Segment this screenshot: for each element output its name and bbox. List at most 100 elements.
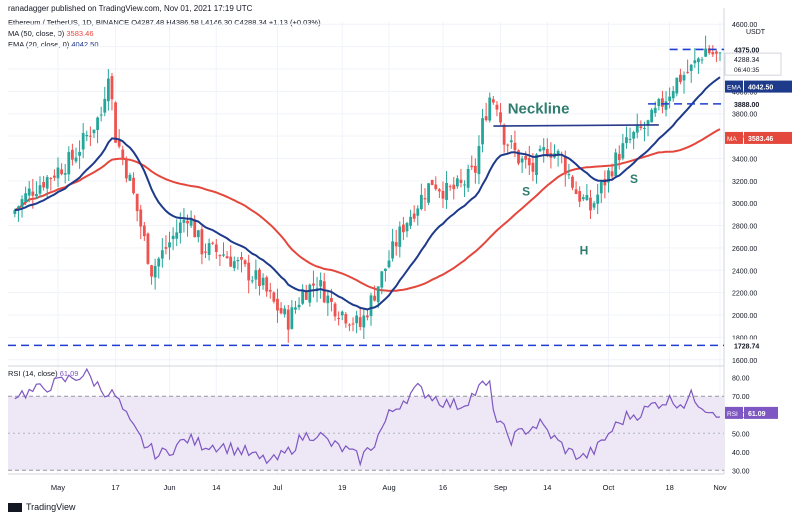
candle-body xyxy=(315,288,319,290)
candle-body xyxy=(671,91,675,99)
candle-body xyxy=(258,269,261,286)
time-tick-label: 18 xyxy=(665,483,673,492)
ma-tag: 3583.46 xyxy=(748,136,773,143)
candle-body xyxy=(70,149,74,160)
candle-body xyxy=(689,64,693,72)
candle-body xyxy=(463,184,466,186)
candle-body xyxy=(128,174,132,181)
candle-body xyxy=(290,307,294,329)
ma-legend[interactable]: MA (50, close, 0) 3583.46 xyxy=(8,29,94,38)
candle-body xyxy=(477,146,481,175)
candle-body xyxy=(225,256,229,259)
rsi-tag-prefix-bg xyxy=(725,406,743,419)
neckline-label: Neckline xyxy=(508,101,570,118)
candle-body xyxy=(423,198,427,200)
ma-tag-prefix: MA xyxy=(727,136,737,143)
left-shoulder-label: S xyxy=(522,184,530,198)
candle-body xyxy=(430,179,434,185)
candle-body xyxy=(340,311,344,316)
candle-body xyxy=(45,177,49,189)
candle-body xyxy=(38,185,42,194)
candle-body xyxy=(99,114,103,116)
candle-body xyxy=(545,149,549,156)
rsi-tick-label: 70.00 xyxy=(732,394,750,401)
time-tick-label: May xyxy=(51,483,65,492)
candle-body xyxy=(355,315,359,324)
price-tick-label: 2000.00 xyxy=(732,313,757,320)
candle-body xyxy=(103,98,107,113)
head-label: H xyxy=(580,244,589,258)
ma-tag-group: MA 3583.46 xyxy=(725,131,792,144)
candle-body xyxy=(247,262,251,281)
candle-body xyxy=(466,168,470,188)
candle-body xyxy=(369,295,373,317)
candle-body xyxy=(178,222,182,234)
candle-body xyxy=(121,149,125,159)
candle-body xyxy=(459,179,463,183)
price-tick-label: 3200.00 xyxy=(732,179,757,186)
candle-body xyxy=(211,242,215,244)
candle-body xyxy=(499,112,502,123)
support-tag: 1728.74 xyxy=(734,343,759,350)
candle-body xyxy=(344,314,348,324)
candle-body xyxy=(20,199,24,208)
resistance-tag-bg xyxy=(725,43,781,56)
candle-body xyxy=(333,303,337,317)
price-tick-label: 2400.00 xyxy=(732,268,757,275)
resistance-tag: 4375.00 xyxy=(734,47,759,54)
candle-body xyxy=(74,157,78,162)
candle-body xyxy=(563,156,567,175)
candle-body xyxy=(348,324,351,326)
ma-legend-label: MA (50, close, 0) xyxy=(8,29,65,38)
ema-legend[interactable]: EMA (20, close, 0) 4042.50 xyxy=(8,40,99,49)
candle-body xyxy=(657,99,661,107)
candle-body xyxy=(380,271,384,288)
candle-body xyxy=(527,158,531,166)
candle-body xyxy=(646,120,650,126)
rsi-legend[interactable]: RSI (14, close) 61.09 xyxy=(8,369,78,378)
candle-body xyxy=(189,219,193,226)
candle-body xyxy=(675,77,679,94)
candle-body xyxy=(419,194,423,210)
right-shoulder-label: S xyxy=(630,172,638,186)
tradingview-logo[interactable]: TradingView xyxy=(8,502,76,512)
price-tick-label: 4000.00 xyxy=(732,89,757,96)
candle-body xyxy=(387,260,391,268)
ma-tag-prefix-bg xyxy=(725,131,743,144)
candle-body xyxy=(661,98,664,107)
time-tick-label: Jul xyxy=(273,483,283,492)
ma-line-group xyxy=(14,128,721,292)
symbol-name: Ethereum / TetherUS, 1D, BINANCE xyxy=(8,18,130,27)
candle-body xyxy=(718,52,722,54)
neckline-tag-group: 3888.00 xyxy=(725,97,781,110)
candle-body xyxy=(437,189,441,192)
candle-body xyxy=(297,304,301,308)
time-tick-label: 19 xyxy=(338,483,346,492)
time-tick-label: 16 xyxy=(439,483,447,492)
candle-body xyxy=(628,138,632,140)
candle-body xyxy=(322,281,326,303)
candle-body xyxy=(481,118,484,145)
candle-body xyxy=(513,142,517,151)
rsi-line xyxy=(14,367,721,467)
candle-body xyxy=(27,188,31,196)
candle-body xyxy=(495,104,499,110)
symbol-legend: Ethereum / TetherUS, 1D, BINANCE O4287.4… xyxy=(8,18,321,27)
candle-body xyxy=(653,107,657,113)
candle-body xyxy=(261,277,265,286)
candle-body xyxy=(614,152,618,176)
candle-body xyxy=(632,131,636,139)
candle-body xyxy=(42,181,46,188)
candle-body xyxy=(509,140,513,143)
candle-body xyxy=(124,159,128,179)
candle-body xyxy=(88,135,92,137)
candle-body xyxy=(643,127,646,129)
candle-body xyxy=(358,317,362,327)
footer-brand: TradingView xyxy=(26,502,76,512)
candle-body xyxy=(538,148,542,152)
candle-body xyxy=(391,241,394,259)
rsi-tick-label: 40.00 xyxy=(732,450,750,457)
candle-body xyxy=(473,165,477,173)
candle-body xyxy=(635,124,639,133)
